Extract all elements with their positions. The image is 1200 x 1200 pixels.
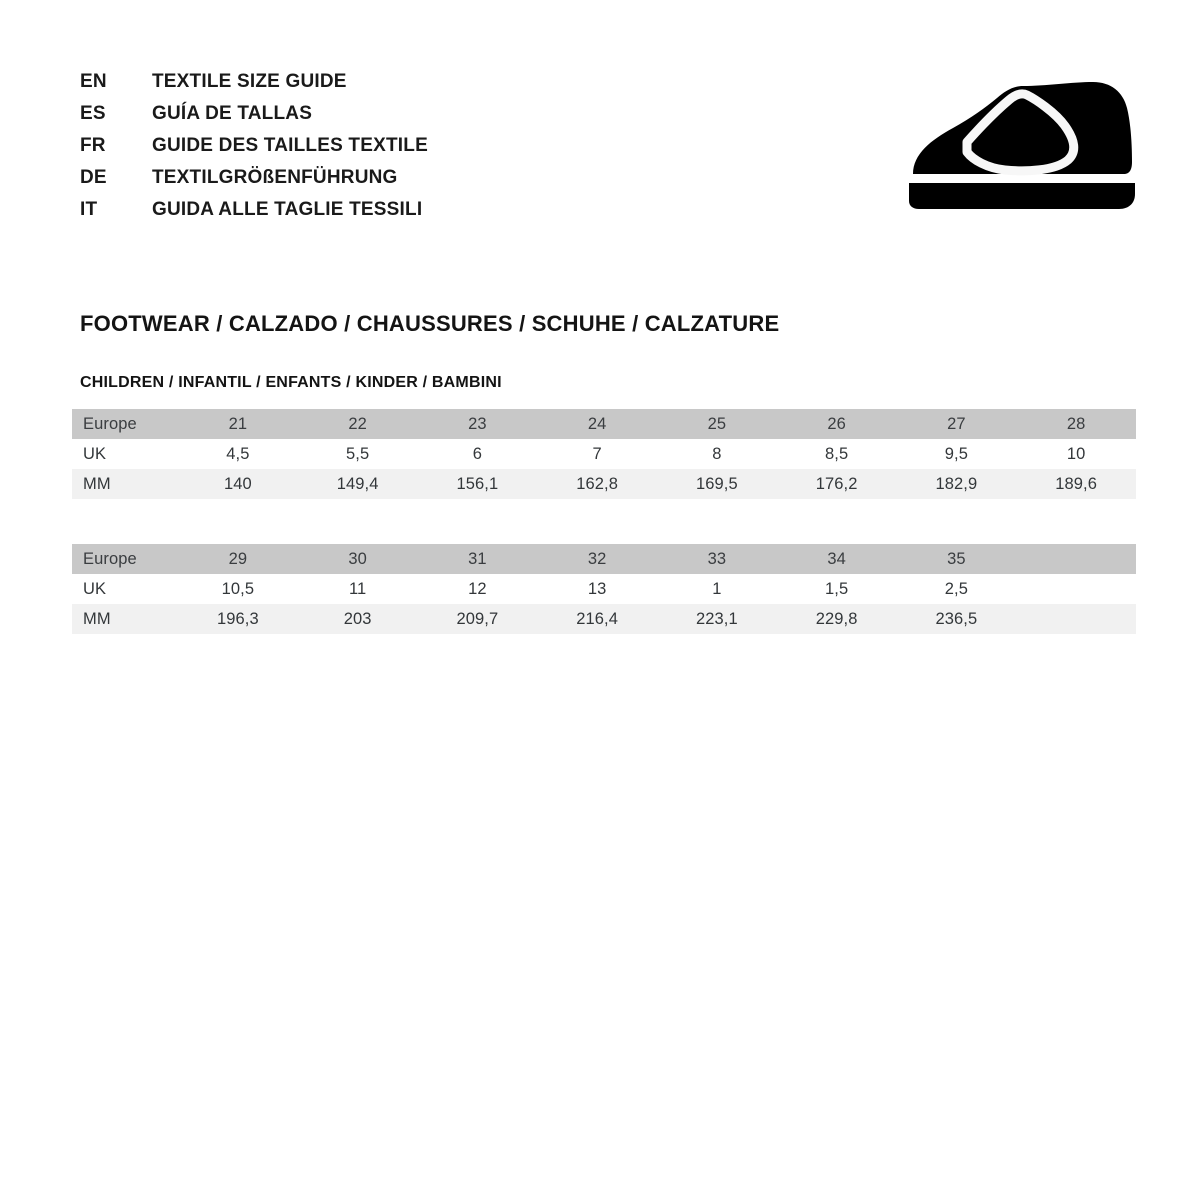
table-cell: 32 bbox=[537, 544, 657, 574]
table-cell: 8,5 bbox=[776, 439, 897, 469]
size-table-children-1: Europe 21 22 23 24 25 26 27 28 UK 4,5 5,… bbox=[72, 409, 1136, 499]
table-cell: 4,5 bbox=[178, 439, 298, 469]
table-cell: 10 bbox=[1016, 439, 1136, 469]
language-code: IT bbox=[80, 199, 98, 220]
table-cell: 34 bbox=[776, 544, 897, 574]
table-row: MM 140 149,4 156,1 162,8 169,5 176,2 182… bbox=[72, 469, 1136, 499]
table-cell: 13 bbox=[537, 574, 657, 604]
table-cell: 162,8 bbox=[537, 469, 657, 499]
table-row: UK 10,5 11 12 13 1 1,5 2,5 bbox=[72, 574, 1136, 604]
table-cell: 31 bbox=[417, 544, 538, 574]
table-cell: 26 bbox=[776, 409, 897, 439]
table-cell: 169,5 bbox=[657, 469, 777, 499]
language-row: IT GUIDA ALLE TAGLIE TESSILI bbox=[80, 194, 840, 226]
table-cell: 182,9 bbox=[896, 469, 1017, 499]
table-cell: 9,5 bbox=[896, 439, 1017, 469]
table-cell-empty bbox=[1016, 604, 1136, 634]
table-cell-empty bbox=[1016, 574, 1136, 604]
table-cell: 156,1 bbox=[417, 469, 538, 499]
language-row: EN TEXTILE SIZE GUIDE bbox=[80, 66, 840, 98]
language-row: FR GUIDE DES TAILLES TEXTILE bbox=[80, 130, 840, 162]
table-cell: 8 bbox=[657, 439, 777, 469]
table-cell: 28 bbox=[1016, 409, 1136, 439]
subsection-title-children: CHILDREN / INFANTIL / ENFANTS / KINDER /… bbox=[80, 374, 502, 391]
table-cell: 203 bbox=[297, 604, 418, 634]
table-cell: 33 bbox=[657, 544, 777, 574]
table-row: UK 4,5 5,5 6 7 8 8,5 9,5 10 bbox=[72, 439, 1136, 469]
table-cell: 140 bbox=[178, 469, 298, 499]
row-label: MM bbox=[72, 469, 178, 499]
table-cell: 6 bbox=[417, 439, 538, 469]
table-cell: 2,5 bbox=[896, 574, 1017, 604]
table-cell: 10,5 bbox=[178, 574, 298, 604]
language-code: DE bbox=[80, 167, 107, 188]
table-row: MM 196,3 203 209,7 216,4 223,1 229,8 236… bbox=[72, 604, 1136, 634]
language-row: ES GUÍA DE TALLAS bbox=[80, 98, 840, 130]
row-label: MM bbox=[72, 604, 178, 634]
table-cell: 21 bbox=[178, 409, 298, 439]
table-cell: 223,1 bbox=[657, 604, 777, 634]
language-row: DE TEXTILGRÖßENFÜHRUNG bbox=[80, 162, 840, 194]
table-cell: 189,6 bbox=[1016, 469, 1136, 499]
table-cell: 24 bbox=[537, 409, 657, 439]
language-title: TEXTILGRÖßENFÜHRUNG bbox=[152, 167, 398, 188]
language-title: GUIDA ALLE TAGLIE TESSILI bbox=[152, 199, 423, 220]
table-cell: 7 bbox=[537, 439, 657, 469]
language-header-block: EN TEXTILE SIZE GUIDE ES GUÍA DE TALLAS … bbox=[80, 66, 840, 226]
language-title: GUIDE DES TAILLES TEXTILE bbox=[152, 135, 428, 156]
table-cell: 27 bbox=[896, 409, 1017, 439]
language-title: TEXTILE SIZE GUIDE bbox=[152, 71, 347, 92]
table-cell: 22 bbox=[297, 409, 418, 439]
table-cell: 1 bbox=[657, 574, 777, 604]
row-label: Europe bbox=[72, 544, 178, 574]
table-cell: 29 bbox=[178, 544, 298, 574]
table-cell: 5,5 bbox=[297, 439, 418, 469]
table-cell: 236,5 bbox=[896, 604, 1017, 634]
table-cell-empty bbox=[1016, 544, 1136, 574]
table-cell: 149,4 bbox=[297, 469, 418, 499]
table-cell: 23 bbox=[417, 409, 538, 439]
language-code: FR bbox=[80, 135, 106, 156]
table-cell: 196,3 bbox=[178, 604, 298, 634]
table-cell: 216,4 bbox=[537, 604, 657, 634]
table-cell: 11 bbox=[297, 574, 418, 604]
table-cell: 1,5 bbox=[776, 574, 897, 604]
section-title-footwear: FOOTWEAR / CALZADO / CHAUSSURES / SCHUHE… bbox=[80, 311, 780, 336]
shoe-icon bbox=[905, 70, 1141, 215]
table-cell: 209,7 bbox=[417, 604, 538, 634]
table-row: Europe 21 22 23 24 25 26 27 28 bbox=[72, 409, 1136, 439]
size-table-children-2: Europe 29 30 31 32 33 34 35 UK 10,5 11 1… bbox=[72, 544, 1136, 634]
table-cell: 35 bbox=[896, 544, 1017, 574]
row-label: UK bbox=[72, 439, 178, 469]
table-cell: 30 bbox=[297, 544, 418, 574]
row-label: Europe bbox=[72, 409, 178, 439]
table-cell: 176,2 bbox=[776, 469, 897, 499]
table-cell: 229,8 bbox=[776, 604, 897, 634]
table-cell: 12 bbox=[417, 574, 538, 604]
language-code: EN bbox=[80, 71, 107, 92]
table-row: Europe 29 30 31 32 33 34 35 bbox=[72, 544, 1136, 574]
table-cell: 25 bbox=[657, 409, 777, 439]
language-title: GUÍA DE TALLAS bbox=[152, 103, 313, 124]
row-label: UK bbox=[72, 574, 178, 604]
language-code: ES bbox=[80, 103, 106, 124]
